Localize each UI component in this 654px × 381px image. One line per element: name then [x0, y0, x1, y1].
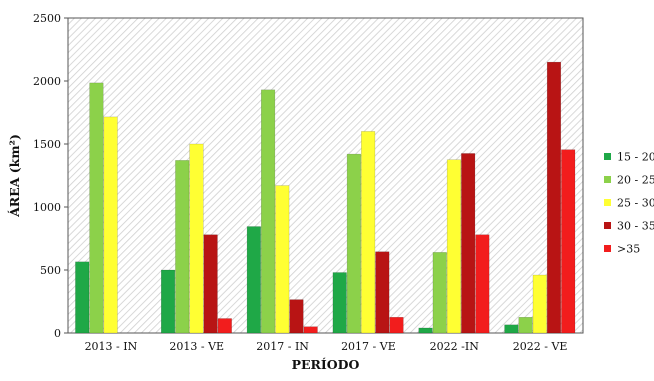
x-tick-label: 2017 - IN — [256, 340, 309, 353]
y-tick-label: 500 — [40, 264, 61, 277]
bar — [532, 274, 547, 334]
bars-layer — [75, 61, 576, 334]
bar — [504, 324, 519, 334]
bar — [432, 252, 447, 334]
y-axis-title: ÁREA (km²) — [7, 134, 22, 218]
legend-label: 20 - 25 — [617, 174, 654, 187]
legend-swatch — [604, 153, 611, 160]
y-tick-label: 2000 — [33, 75, 61, 88]
bar — [275, 185, 290, 334]
bar — [418, 327, 433, 334]
legend-swatch — [604, 199, 611, 206]
bar — [461, 153, 476, 334]
legend-label: >35 — [617, 243, 640, 256]
bar — [346, 153, 361, 334]
legend-swatch — [604, 245, 611, 252]
bar — [518, 317, 533, 334]
bar — [89, 82, 104, 334]
x-tick-label: 2017 - VE — [341, 340, 396, 353]
legend-label: 15 - 20 — [617, 151, 654, 164]
y-tick-label: 1000 — [33, 201, 61, 214]
bar — [303, 326, 318, 334]
x-axis-title: PERÍODO — [292, 357, 360, 372]
y-axis: 0 500 1000 1500 2000 2500 — [33, 12, 68, 340]
bar — [561, 149, 576, 334]
x-tick-label: 2022 - VE — [513, 340, 568, 353]
legend-swatch — [604, 222, 611, 229]
bar — [103, 116, 118, 334]
x-tick-label: 2022 -IN — [430, 340, 480, 353]
plot-area — [67, 17, 584, 334]
bar — [446, 159, 461, 334]
legend-label: 30 - 35 — [617, 220, 654, 233]
bar — [175, 160, 190, 334]
x-tick-label: 2013 - VE — [169, 340, 224, 353]
bar — [161, 269, 176, 334]
bar — [546, 61, 562, 334]
bar — [203, 234, 218, 334]
legend-label: 25 - 30 — [617, 197, 654, 210]
bar — [332, 272, 347, 334]
bar — [289, 299, 304, 334]
y-tick-label: 1500 — [33, 138, 61, 151]
bar — [261, 89, 276, 334]
x-axis: 2013 - IN 2013 - VE 2017 - IN 2017 - VE 2022… — [85, 340, 568, 353]
bar — [217, 318, 232, 334]
bar — [375, 251, 390, 334]
bar — [475, 234, 490, 334]
bar — [361, 131, 376, 334]
bar — [189, 143, 204, 334]
legend-swatch — [604, 176, 611, 183]
y-tick-label: 0 — [54, 327, 61, 340]
x-tick-label: 2013 - IN — [85, 340, 138, 353]
y-tick-label: 2500 — [33, 12, 61, 25]
bar — [246, 226, 261, 334]
bar — [75, 261, 90, 334]
bar — [389, 317, 404, 334]
legend: 15 - 20 20 - 25 25 - 30 30 - 35 >35 — [604, 151, 654, 256]
